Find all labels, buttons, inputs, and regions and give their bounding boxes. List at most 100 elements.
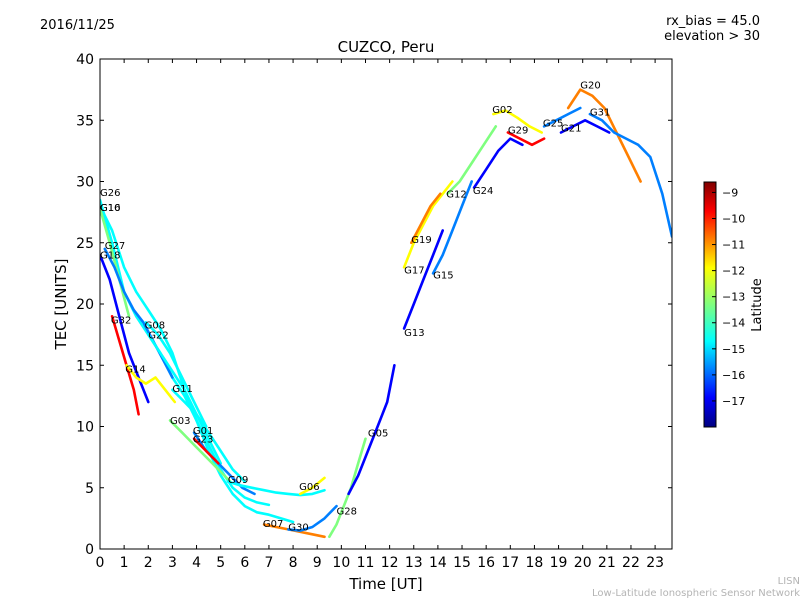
x-tick-label: 19 bbox=[550, 555, 568, 571]
colorbar-tick-label: −13 bbox=[722, 291, 745, 304]
x-tick-label: 5 bbox=[216, 555, 225, 571]
label-g31: G31 bbox=[590, 107, 610, 118]
label-g20: G20 bbox=[580, 80, 600, 91]
label-g26: G26 bbox=[100, 188, 120, 199]
label-g11: G11 bbox=[172, 384, 192, 395]
series-g23 bbox=[192, 437, 220, 465]
series-g24 bbox=[472, 137, 524, 189]
date-label: 2016/11/25 bbox=[40, 18, 115, 33]
chart-title: CUZCO, Peru bbox=[337, 38, 435, 56]
label-g27: G27 bbox=[105, 241, 125, 252]
y-tick-label: 25 bbox=[76, 236, 94, 252]
series-g21 bbox=[559, 119, 611, 134]
colorbar-tick-label: −12 bbox=[722, 265, 745, 278]
x-tick-label: 8 bbox=[289, 555, 298, 571]
x-tick-label: 1 bbox=[120, 555, 129, 571]
label-g08: G08 bbox=[145, 321, 165, 332]
y-tick-label: 30 bbox=[76, 175, 94, 191]
x-tick-label: 0 bbox=[96, 555, 105, 571]
series-g09 bbox=[226, 480, 326, 497]
x-tick-label: 15 bbox=[453, 555, 471, 571]
colorbar bbox=[703, 181, 717, 428]
y-tick-label: 5 bbox=[85, 481, 94, 497]
y-tick-label: 15 bbox=[76, 358, 94, 374]
label-g19: G19 bbox=[411, 235, 431, 246]
series-g19 bbox=[409, 192, 442, 245]
y-axis-label: TEC [UNITS] bbox=[52, 259, 70, 351]
label-g07: G07 bbox=[263, 519, 283, 530]
series-g28 bbox=[327, 437, 367, 539]
series-g06 bbox=[298, 476, 326, 496]
label-g22: G22 bbox=[148, 330, 168, 341]
parameters-block: rx_bias = 45.0 elevation > 30 bbox=[664, 14, 760, 44]
x-tick-label: 20 bbox=[574, 555, 592, 571]
series-g13 bbox=[402, 229, 445, 330]
y-tick-label: 10 bbox=[76, 420, 94, 436]
y-tick-label: 35 bbox=[76, 113, 94, 129]
plot-frame bbox=[99, 58, 673, 550]
colorbar-ticks: −9 −10 −11 −12 −13 −14 −15 −16 −17 bbox=[712, 186, 745, 408]
series-g10 bbox=[100, 204, 295, 524]
credit-full: Low-Latitude Ionospheric Sensor Network bbox=[592, 588, 800, 599]
colorbar-tick-label: −16 bbox=[722, 369, 745, 382]
label-g12: G12 bbox=[446, 189, 466, 200]
series-g02 bbox=[492, 109, 544, 134]
colorbar-label: Latitude bbox=[750, 278, 765, 332]
label-g05: G05 bbox=[368, 428, 388, 439]
label-g18: G18 bbox=[100, 251, 120, 262]
label-g28: G28 bbox=[337, 507, 357, 518]
x-tick-label: 2 bbox=[144, 555, 153, 571]
x-tick-label: 7 bbox=[264, 555, 273, 571]
series-g05 bbox=[347, 363, 396, 496]
series-g30 bbox=[286, 504, 338, 532]
label-g24: G24 bbox=[473, 186, 493, 197]
colorbar-tick-label: −17 bbox=[722, 395, 745, 408]
colorbar-tick-label: −10 bbox=[722, 212, 745, 225]
label-g32: G32 bbox=[111, 316, 131, 327]
x-tick-label: 21 bbox=[598, 555, 616, 571]
label-g15: G15 bbox=[433, 270, 453, 281]
x-tick-label: 14 bbox=[429, 555, 447, 571]
y-tick-label: 40 bbox=[76, 52, 94, 68]
series-layer bbox=[100, 88, 672, 539]
label-g23: G23 bbox=[193, 434, 213, 445]
label-g25: G25 bbox=[543, 118, 563, 129]
series-g22 bbox=[147, 333, 222, 465]
x-tick-label: 6 bbox=[240, 555, 249, 571]
series-g12 bbox=[446, 125, 498, 196]
x-tick-label: 13 bbox=[405, 555, 423, 571]
x-tick-label: 3 bbox=[168, 555, 177, 571]
x-tick-label: 10 bbox=[332, 555, 350, 571]
series-g08 bbox=[144, 321, 208, 428]
series-g11 bbox=[171, 388, 247, 483]
label-g14: G14 bbox=[125, 365, 145, 376]
x-tick-label: 9 bbox=[313, 555, 322, 571]
y-tick-label: 20 bbox=[76, 297, 94, 313]
label-g03: G03 bbox=[170, 416, 190, 427]
label-g17: G17 bbox=[404, 265, 424, 276]
rx-bias-label: rx_bias = 45.0 bbox=[666, 14, 760, 29]
series-g16 bbox=[100, 207, 131, 318]
x-tick-label: 16 bbox=[477, 555, 495, 571]
x-tick-label: 18 bbox=[526, 555, 544, 571]
y-tick-label: 0 bbox=[85, 542, 94, 558]
series-g26 bbox=[100, 198, 271, 507]
label-g09: G09 bbox=[228, 475, 248, 486]
label-g29: G29 bbox=[508, 126, 528, 137]
colorbar-tick-label: −11 bbox=[722, 239, 745, 252]
x-tick-label: 11 bbox=[357, 555, 375, 571]
elevation-label: elevation > 30 bbox=[664, 29, 760, 44]
axes: 0 1 2 3 4 5 6 7 8 9 10 11 12 13 14 15 16 17 18 19 20 21 22 2305… bbox=[76, 52, 672, 571]
label-g10: G10 bbox=[100, 203, 120, 214]
series-g03 bbox=[168, 419, 232, 483]
label-g30: G30 bbox=[288, 523, 308, 534]
series-g17 bbox=[402, 180, 454, 269]
colorbar-tick-label: −14 bbox=[722, 317, 745, 330]
x-axis-label: Time [UT] bbox=[348, 575, 422, 593]
label-g16: G16 bbox=[100, 203, 120, 214]
colorbar-tick-label: −15 bbox=[722, 343, 745, 356]
series-g18 bbox=[100, 253, 150, 404]
colorbar-tick-label: −9 bbox=[722, 186, 738, 199]
